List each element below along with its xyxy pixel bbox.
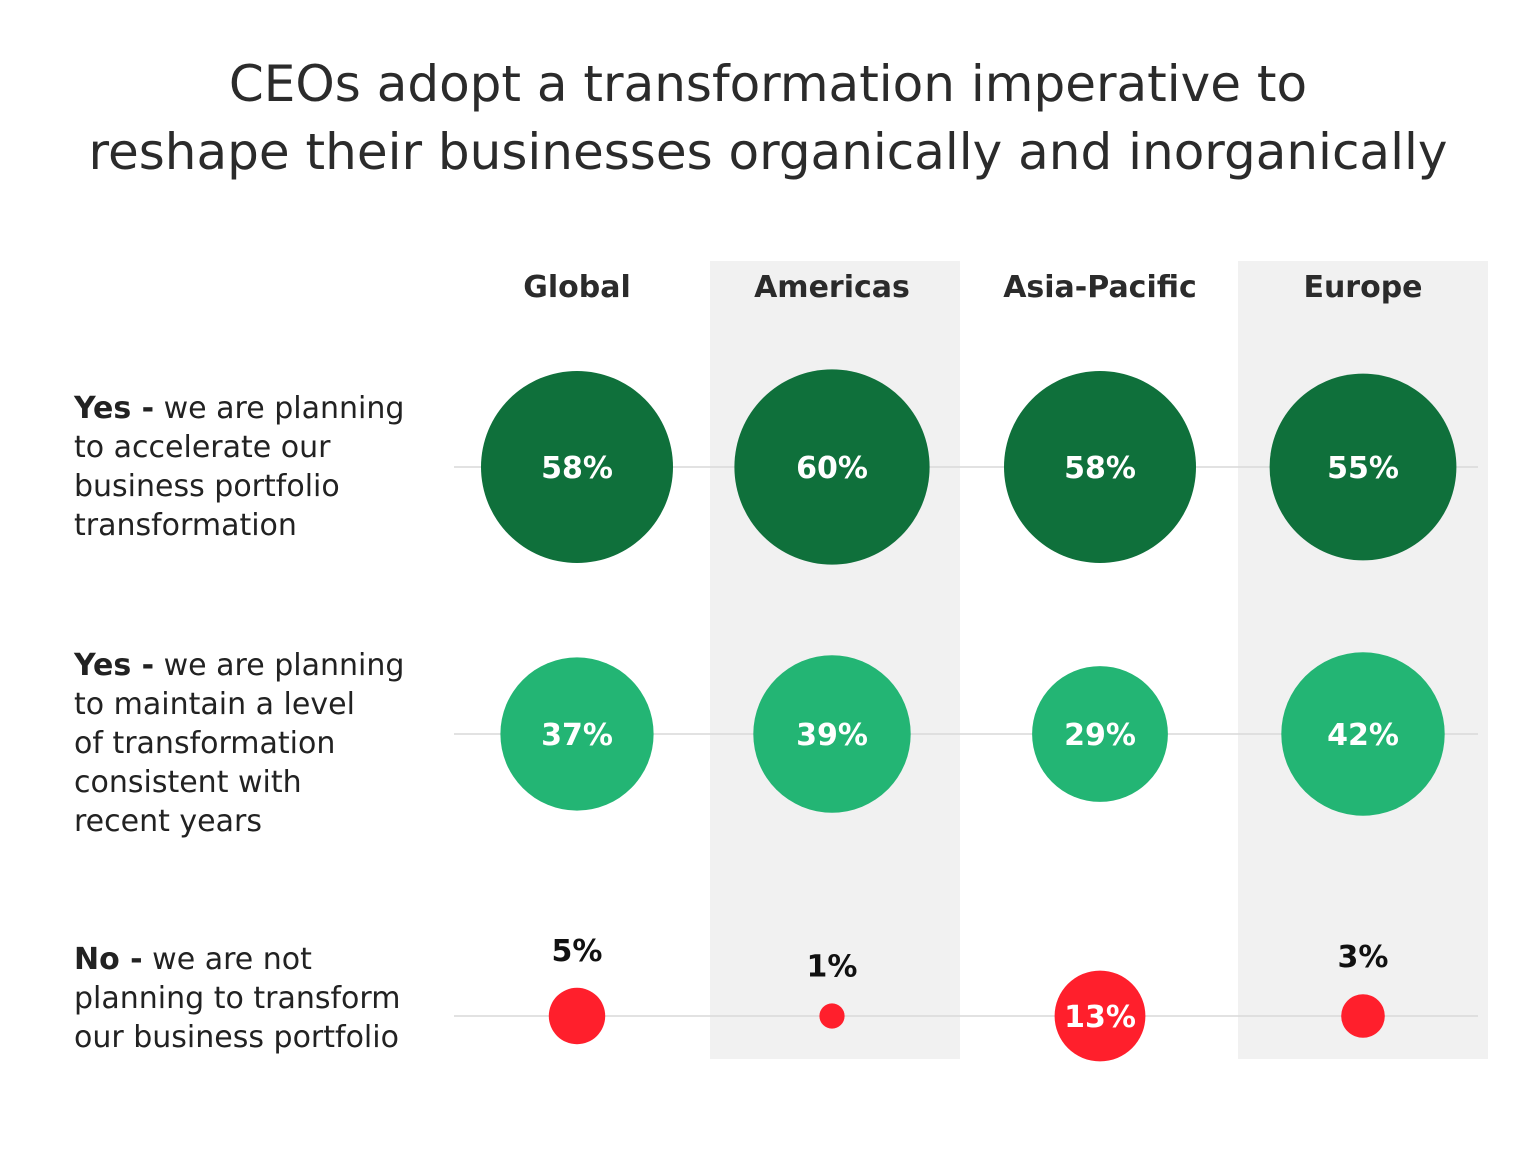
row-label-lead: Yes - bbox=[74, 648, 155, 683]
chart-title-line-1: CEOs adopt a transformation imperative t… bbox=[228, 55, 1308, 113]
data-label: 29% bbox=[1064, 718, 1136, 753]
row-label-lead: Yes - bbox=[74, 391, 155, 426]
bubble bbox=[753, 655, 911, 813]
data-label: 58% bbox=[541, 451, 613, 486]
data-label: 13% bbox=[1064, 1000, 1136, 1035]
bubble bbox=[734, 369, 930, 565]
row-label-line: our business portfolio bbox=[74, 1020, 399, 1055]
data-label: 42% bbox=[1327, 718, 1399, 753]
row-label-line: we are planning bbox=[163, 648, 405, 683]
chart-title: CEOs adopt a transformation imperative t… bbox=[0, 50, 1536, 186]
row-label-line: business portfolio bbox=[74, 469, 340, 504]
column-header-global: Global bbox=[523, 270, 631, 305]
row-label-line: consistent with bbox=[74, 765, 302, 800]
data-label: 55% bbox=[1327, 451, 1399, 486]
row-label-lead: No - bbox=[74, 942, 143, 977]
row-label-line: recent years bbox=[74, 804, 262, 839]
row-label-line: we are not bbox=[152, 942, 312, 977]
data-label: 58% bbox=[1064, 451, 1136, 486]
row-label-maintain: Yes - we are planning to maintain a leve… bbox=[74, 646, 454, 841]
bubble bbox=[1004, 371, 1196, 563]
bubble bbox=[1032, 666, 1168, 802]
bubble bbox=[1269, 373, 1457, 561]
bubble bbox=[1054, 970, 1146, 1062]
bubble bbox=[1341, 994, 1385, 1038]
bubble bbox=[1281, 652, 1445, 816]
data-label: 39% bbox=[796, 718, 868, 753]
row-label-line: to accelerate our bbox=[74, 430, 331, 465]
column-header-asia-pacific: Asia-Pacific bbox=[1003, 270, 1197, 305]
row-label-line: transformation bbox=[74, 508, 297, 543]
column-header-europe: Europe bbox=[1303, 270, 1422, 305]
data-label: 5% bbox=[552, 934, 603, 969]
chart-title-line-2: reshape their businesses organically and… bbox=[88, 123, 1448, 181]
row-label-line: of transformation bbox=[74, 726, 336, 761]
data-label: 60% bbox=[796, 451, 868, 486]
bubble bbox=[500, 657, 654, 811]
row-label-accelerate: Yes - we are planning to accelerate our … bbox=[74, 389, 454, 545]
row-label-line: planning to transform bbox=[74, 981, 401, 1016]
column-header-americas: Americas bbox=[754, 270, 910, 305]
row-label-no: No - we are not planning to transform ou… bbox=[74, 940, 454, 1057]
data-label: 37% bbox=[541, 718, 613, 753]
bubble bbox=[819, 1003, 845, 1029]
bubble bbox=[481, 371, 673, 563]
row-label-line: we are planning bbox=[163, 391, 405, 426]
bubble bbox=[548, 987, 606, 1045]
data-label: 1% bbox=[807, 949, 858, 984]
data-label: 3% bbox=[1338, 940, 1389, 975]
row-label-line: to maintain a level bbox=[74, 687, 355, 722]
